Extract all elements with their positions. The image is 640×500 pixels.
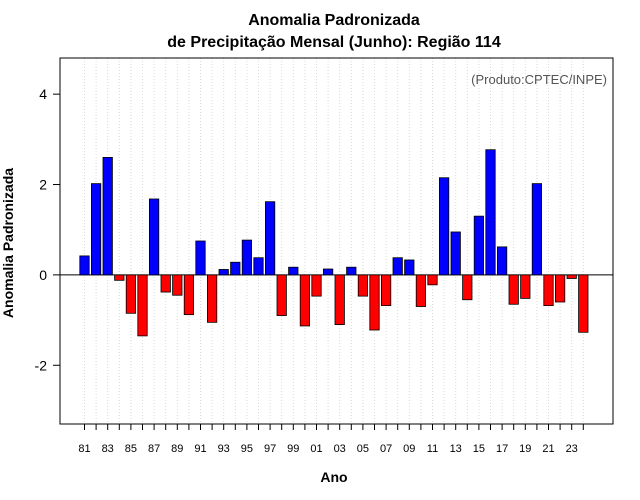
bar-2020 — [531, 183, 543, 276]
x-tick-label-21: 21 — [542, 443, 554, 455]
x-tick-label-01: 01 — [310, 443, 322, 455]
bar-2000 — [299, 274, 311, 327]
bar-1991 — [195, 240, 206, 276]
x-tick-label-05: 05 — [357, 443, 369, 455]
bar-2011 — [427, 274, 438, 286]
bar-1994 — [230, 261, 241, 276]
y-tick-label-0: 0 — [39, 267, 47, 283]
bar-1988 — [160, 274, 171, 293]
bar-2006 — [369, 274, 380, 331]
bar-1999 — [288, 266, 299, 276]
bars — [79, 149, 589, 337]
bar-2016 — [485, 149, 496, 276]
bar-2003 — [334, 274, 345, 325]
bar-1987 — [148, 198, 160, 276]
x-tick-label-91: 91 — [194, 443, 206, 455]
bar-1984 — [114, 274, 125, 281]
bar-1986 — [137, 274, 148, 337]
x-tick-label-17: 17 — [496, 443, 508, 455]
bar-2002 — [322, 268, 334, 276]
x-tick-label-83: 83 — [102, 443, 114, 455]
bar-1982 — [91, 183, 102, 276]
bar-2021 — [543, 274, 554, 307]
source-annotation: (Produto:CPTEC/INPE) — [471, 72, 607, 87]
x-tick-label-13: 13 — [450, 443, 462, 455]
bar-2015 — [473, 215, 485, 276]
bar-2005 — [357, 274, 369, 297]
bar-2018 — [508, 274, 519, 305]
y-tick-label--2: -2 — [35, 357, 48, 373]
x-tick-label-87: 87 — [148, 443, 160, 455]
x-tick-label-03: 03 — [334, 443, 346, 455]
x-tick-label-11: 11 — [427, 443, 438, 455]
bar-1993 — [218, 269, 229, 276]
bar-2010 — [415, 274, 427, 307]
x-axis-title: Ano — [320, 469, 347, 485]
bar-2023 — [566, 274, 577, 279]
bar-1990 — [183, 274, 194, 316]
bar-2007 — [380, 274, 392, 307]
y-axis: -2 0 2 4 — [35, 86, 60, 373]
bar-2013 — [450, 231, 461, 276]
x-tick-label-95: 95 — [241, 443, 253, 455]
x-tick-label-81: 81 — [78, 443, 90, 455]
bar-2008 — [392, 257, 403, 276]
x-tick-label-97: 97 — [264, 443, 276, 455]
x-tick-label-19: 19 — [519, 443, 531, 455]
bar-1995 — [241, 239, 252, 276]
bar-1985 — [125, 274, 136, 314]
bar-2024 — [578, 274, 589, 333]
x-tick-label-85: 85 — [125, 443, 137, 455]
bar-1983 — [102, 157, 113, 276]
bar-1997 — [264, 201, 276, 276]
y-tick-label-2: 2 — [39, 177, 47, 193]
y-axis-title: Anomalia Padronizada — [0, 168, 16, 318]
x-tick-label-89: 89 — [171, 443, 183, 455]
chart-subtitle: de Precipitação Mensal (Junho): Região 1… — [167, 34, 501, 51]
bar-1989 — [172, 274, 183, 296]
plot-frame — [59, 57, 614, 425]
y-tick-label-4: 4 — [39, 86, 47, 102]
x-tick-label-93: 93 — [218, 443, 230, 455]
bar-1992 — [206, 274, 218, 323]
bar-1981 — [79, 255, 90, 276]
x-tick-label-09: 09 — [403, 443, 415, 455]
chart-title: Anomalia Padronizada — [248, 12, 420, 29]
bar-2019 — [520, 274, 531, 299]
bar-2017 — [496, 246, 508, 276]
x-axis: 81 83 85 87 89 91 93 95 97 99 01 03 05 07 09 11 13 15 17 19… — [78, 424, 584, 455]
bar-2001 — [311, 274, 322, 297]
grid-lines — [84, 58, 584, 424]
x-tick-label-23: 23 — [566, 443, 578, 455]
bar-1996 — [253, 257, 264, 276]
x-tick-label-99: 99 — [287, 443, 299, 455]
bar-2014 — [462, 274, 473, 301]
bar-2004 — [346, 266, 357, 276]
bar-2009 — [404, 259, 415, 276]
x-tick-label-07: 07 — [380, 443, 392, 455]
bar-2022 — [555, 274, 566, 303]
bar-2012 — [438, 177, 450, 276]
x-tick-label-15: 15 — [473, 443, 485, 455]
bar-1998 — [276, 274, 287, 316]
